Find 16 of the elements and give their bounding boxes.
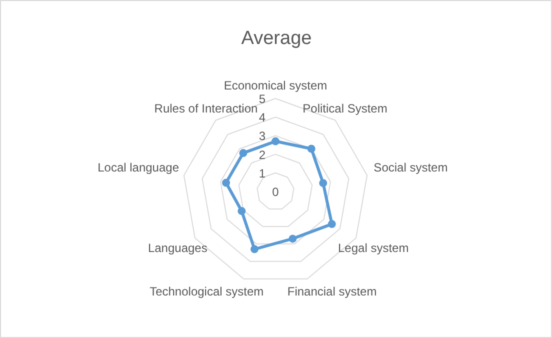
spoke-label: Financial system (287, 284, 377, 299)
spoke-label: Economical system (224, 78, 328, 92)
spoke-label: Languages (148, 241, 208, 255)
y-tick-label: 4 (258, 110, 266, 125)
spoke-label: Legal system (338, 241, 409, 255)
y-tick-label: 5 (258, 92, 266, 106)
y-tick-label: 3 (258, 129, 266, 144)
chart-title: Average (241, 28, 312, 49)
y-tick-label: 0 (272, 185, 280, 199)
spoke-label: Rules of Interaction (154, 102, 258, 116)
y-tick-label: 2 (258, 148, 266, 162)
spoke-label: Social system (374, 160, 448, 175)
y-tick-label: 1 (258, 166, 266, 180)
spoke-label: Technological system (150, 284, 264, 299)
spoke-label: Local language (98, 160, 180, 174)
spoke-label: Political System (302, 102, 388, 116)
